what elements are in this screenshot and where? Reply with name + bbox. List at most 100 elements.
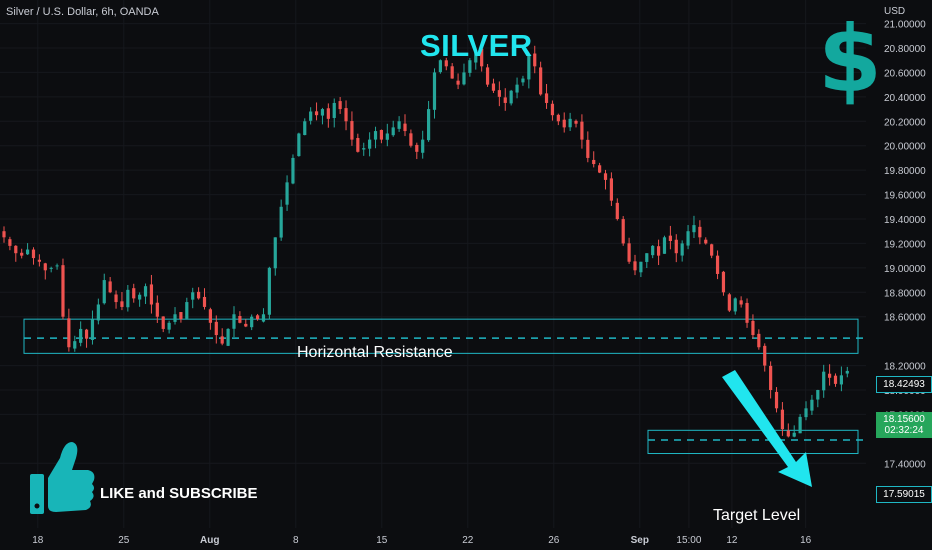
- candle-body: [84, 329, 89, 339]
- candle: [656, 239, 661, 266]
- candle-body: [79, 328, 83, 343]
- current-price: 18.15600: [883, 414, 925, 425]
- candle: [539, 61, 543, 96]
- candle-body: [126, 289, 130, 308]
- x-tick-label: 12: [726, 535, 738, 546]
- candle-body: [798, 416, 802, 434]
- candle: [651, 245, 655, 259]
- symbol-label[interactable]: Silver / U.S. Dollar, 6h, OANDA: [6, 6, 159, 18]
- candle: [721, 270, 726, 296]
- candle-body: [822, 371, 826, 391]
- y-tick-label: 19.80000: [884, 166, 926, 177]
- x-tick-label: 25: [118, 535, 130, 546]
- candle: [497, 81, 501, 107]
- candle-body: [155, 302, 159, 317]
- candle: [149, 274, 154, 314]
- candle: [385, 123, 389, 147]
- candle: [297, 132, 301, 157]
- candle-body: [727, 294, 731, 311]
- candle: [373, 126, 378, 149]
- candle: [25, 243, 30, 256]
- y-tick-label: 20.60000: [884, 68, 926, 79]
- x-tick-label: 16: [800, 535, 812, 546]
- candle: [96, 298, 100, 325]
- candle-body: [297, 133, 301, 157]
- candle-body: [285, 182, 289, 205]
- candle-body: [356, 137, 360, 152]
- candle-body: [786, 430, 790, 437]
- candle-body: [680, 243, 684, 256]
- candle: [556, 113, 560, 126]
- candle-body: [303, 121, 307, 136]
- candle-body: [550, 103, 555, 116]
- candle-body: [751, 320, 755, 336]
- chart-grid: [0, 0, 866, 528]
- candle-body: [833, 375, 838, 384]
- candle: [415, 142, 419, 160]
- candle: [550, 100, 555, 121]
- candle: [462, 63, 466, 86]
- candle: [822, 364, 826, 398]
- candle: [503, 88, 507, 111]
- candle-body: [621, 219, 625, 244]
- candle: [220, 328, 224, 346]
- candle: [403, 114, 407, 137]
- candle: [839, 366, 843, 392]
- candle: [491, 78, 496, 93]
- candle: [621, 216, 625, 246]
- candle-body: [656, 246, 661, 256]
- candle: [314, 102, 319, 121]
- candle-body: [763, 345, 767, 366]
- candle-body: [102, 280, 106, 304]
- candle: [757, 329, 761, 350]
- like-subscribe-text: LIKE and SUBSCRIBE: [100, 485, 258, 502]
- candle-body: [20, 252, 24, 256]
- y-tick-label: 17.40000: [884, 459, 926, 470]
- candle-body: [167, 322, 171, 330]
- candle-body: [261, 314, 266, 322]
- candle: [138, 292, 142, 307]
- candle-body: [509, 90, 513, 104]
- candle-body: [314, 111, 319, 116]
- candle: [474, 49, 478, 70]
- candle-body: [55, 265, 59, 267]
- candle-body: [149, 284, 154, 305]
- y-tick-label: 21.00000: [884, 20, 926, 31]
- candle-body: [344, 108, 348, 122]
- x-tick-label: 22: [462, 535, 474, 546]
- y-tick-label: 18.20000: [884, 362, 926, 373]
- candle-body: [745, 302, 749, 323]
- candle-body: [255, 315, 260, 320]
- candle-body: [721, 271, 726, 293]
- candle: [2, 226, 6, 243]
- candle-body: [379, 129, 384, 140]
- candle: [804, 401, 808, 421]
- candle: [598, 162, 602, 174]
- candle: [456, 73, 460, 90]
- candle-body: [645, 253, 649, 262]
- candle-body: [14, 245, 18, 254]
- candle-body: [474, 50, 478, 63]
- candle-body: [710, 244, 714, 256]
- time-axis[interactable]: 18 25 Aug 8 15 22 26 Sep 15:00 12 16: [32, 535, 811, 546]
- chart-zones: [23, 318, 866, 455]
- candle-body: [733, 298, 737, 312]
- candle: [368, 132, 372, 157]
- candle-body: [132, 288, 136, 299]
- candle: [509, 89, 513, 106]
- candle-body: [757, 333, 761, 348]
- target-price-tag: 17.59015: [876, 486, 932, 503]
- candle: [627, 237, 631, 264]
- candle: [450, 63, 454, 79]
- candle: [533, 45, 537, 74]
- candle: [79, 321, 83, 347]
- candle-body: [232, 314, 236, 329]
- candle: [580, 114, 584, 149]
- y-tick-label: 18.60000: [884, 313, 926, 324]
- candle: [379, 129, 384, 144]
- candle-body: [609, 178, 614, 201]
- candle-body: [267, 267, 271, 315]
- candle-body: [828, 373, 832, 378]
- candle-body: [244, 323, 248, 327]
